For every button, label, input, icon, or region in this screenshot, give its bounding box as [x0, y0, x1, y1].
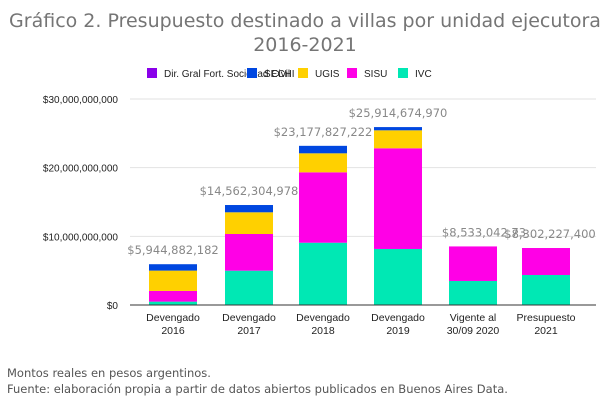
x-tick-label: Vigente al	[450, 312, 497, 324]
y-tick-label: $20,000,000,000	[43, 164, 119, 175]
legend-label: Dir. Gral Fort. Sociedad Civil	[164, 69, 290, 80]
legend-label: UGIS	[315, 69, 340, 80]
bar-segment-ivc	[299, 242, 347, 305]
bar-segment-ugis	[225, 212, 273, 234]
bar-stack	[522, 248, 570, 305]
x-tick-label: 2018	[311, 325, 335, 337]
footnote-units: Montos reales en pesos argentinos.	[7, 366, 211, 380]
total-label: $14,562,304,978	[200, 184, 299, 198]
bar-segment-ivc	[149, 301, 197, 305]
x-tick-label: Devengado	[146, 312, 200, 324]
bar-segment-ivc	[449, 280, 497, 305]
bar-segment-sisu	[449, 246, 497, 281]
chart-subtitle: 2016-2021	[253, 34, 357, 56]
gridlines	[130, 98, 596, 237]
legend-swatch	[247, 68, 257, 78]
bar-segment-ivc	[522, 274, 570, 305]
legend-item: IVC	[398, 68, 432, 80]
x-tick-label: 2019	[386, 325, 410, 337]
y-tick-label: $30,000,000,000	[43, 95, 119, 106]
bar-stack	[149, 264, 197, 305]
legend-swatch	[147, 68, 157, 78]
x-tick-label: 2017	[237, 325, 261, 337]
bar-segment-sisu	[299, 172, 347, 243]
legend-item: Dir. Gral Fort. Sociedad Civil	[147, 68, 290, 80]
x-tick-label: Presupuesto	[517, 312, 576, 324]
total-label: $5,944,882,182	[127, 243, 218, 257]
footnote-source: Fuente: elaboración propia a partir de d…	[7, 382, 508, 396]
total-label: $23,177,827,222	[274, 125, 373, 139]
bar-segment-sisu	[374, 148, 422, 249]
bar-segment-sechi	[299, 145, 347, 154]
legend-item: SISU	[347, 68, 387, 80]
x-tick-label: 30/09 2020	[447, 325, 500, 337]
total-label: $25,914,674,970	[349, 106, 448, 120]
bar-stack	[449, 246, 497, 305]
chart-title: Gráfico 2. Presupuesto destinado a villa…	[9, 10, 601, 32]
x-tick-label: Devengado	[222, 312, 276, 324]
legend-swatch	[398, 68, 408, 78]
bar-segment-sisu	[149, 290, 197, 302]
bar-segment-sisu	[522, 248, 570, 275]
bar-segment-ugis	[149, 270, 197, 291]
x-axis: Devengado2016Devengado2017Devengado2018D…	[130, 304, 596, 337]
bar-stack	[374, 127, 422, 305]
x-tick-label: 2016	[161, 325, 185, 337]
total-label: $8,302,227,400	[504, 227, 595, 241]
legend-label: SISU	[364, 69, 387, 80]
y-axis: $0 $10,000,000,000 $20,000,000,000 $30,000,…	[43, 95, 119, 312]
legend-item: SECHI	[247, 68, 295, 80]
bar-segment-sechi	[149, 264, 197, 271]
bar-segment-sechi	[225, 205, 273, 213]
y-tick-label: $0	[107, 301, 119, 312]
bars	[149, 127, 570, 305]
bar-segment-ugis	[299, 153, 347, 173]
bar-segment-sechi	[374, 127, 422, 131]
bar-segment-ivc	[374, 248, 422, 305]
bar-segment-ivc	[225, 270, 273, 305]
total-labels: $5,944,882,182 $14,562,304,978 $23,177,827…	[127, 106, 595, 257]
y-tick-label: $10,000,000,000	[43, 232, 119, 243]
bar-stack	[299, 145, 347, 305]
legend-swatch	[347, 68, 357, 78]
x-tick-label: Devengado	[371, 312, 425, 324]
x-tick-label: 2021	[534, 325, 558, 337]
legend-swatch	[298, 68, 308, 78]
legend-label: IVC	[415, 69, 432, 80]
bar-stack	[225, 205, 273, 305]
x-tick-label: Devengado	[296, 312, 350, 324]
bar-segment-ugis	[374, 130, 422, 149]
legend-item: UGIS	[298, 68, 340, 80]
total-label: $8,533,042,73	[442, 225, 526, 239]
bar-segment-sisu	[225, 233, 273, 271]
legend-label: SECHI	[264, 69, 295, 80]
